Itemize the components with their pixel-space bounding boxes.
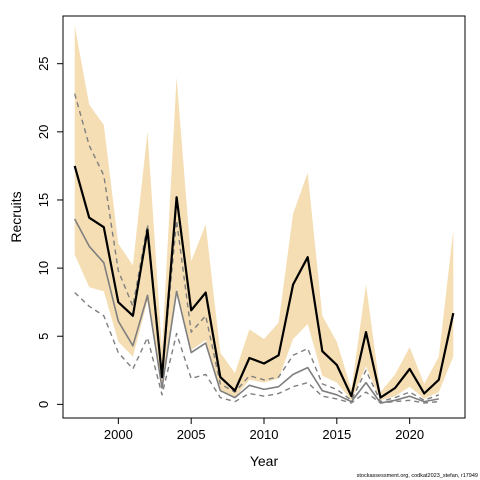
y-axis: 0 5 10 15 20 25	[36, 56, 64, 408]
x-tick-label: 2020	[395, 427, 424, 442]
source-note: stockassessment.org, codkat2023_stefan, …	[357, 473, 478, 479]
x-axis-title: Year	[250, 453, 279, 469]
y-axis-title: Recruits	[8, 191, 24, 242]
plot-area	[73, 25, 455, 404]
reference-upper-line	[74, 93, 440, 403]
x-tick-label: 2015	[322, 427, 351, 442]
y-tick-label: 0	[36, 401, 51, 408]
y-tick-label: 10	[36, 261, 51, 275]
y-tick-label: 5	[36, 333, 51, 340]
estimate-line	[73, 165, 455, 399]
x-axis: 2000 2005 2010 2015 2020	[104, 417, 424, 442]
y-tick-label: 15	[36, 193, 51, 207]
confidence-band	[74, 25, 454, 401]
reference-line	[73, 218, 439, 404]
x-tick-label: 2005	[177, 427, 206, 442]
y-tick-label: 25	[36, 56, 51, 70]
y-tick-label: 20	[36, 125, 51, 139]
x-tick-label: 2000	[104, 427, 133, 442]
x-tick-label: 2010	[250, 427, 279, 442]
